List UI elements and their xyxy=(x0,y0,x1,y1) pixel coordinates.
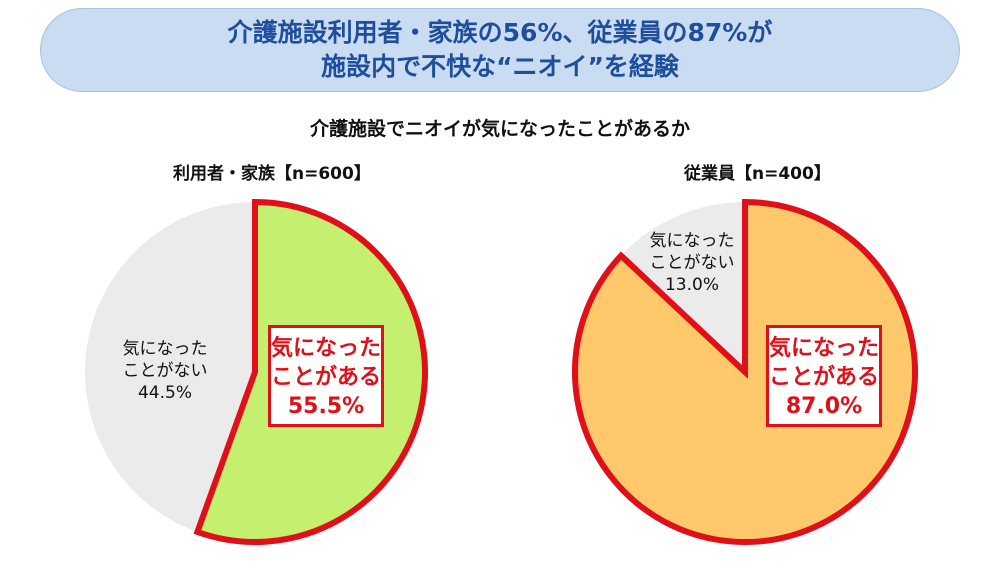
pie-1-title: 利用者・家族【n=600】 xyxy=(173,164,371,184)
pie-2-yes-label: 気になった ことがある 87.0% xyxy=(766,325,882,427)
pie-2-no-value: 13.0% xyxy=(664,275,719,295)
pie-1-no-value: 44.5% xyxy=(137,383,192,403)
pie-2-slice-yes xyxy=(572,198,918,545)
pie-2-no-label-line1: 気になった xyxy=(649,231,735,251)
pie-2-yes-value: 87.0% xyxy=(785,394,863,419)
pie-1-no-label-line1: 気になった xyxy=(122,339,208,359)
pie-2-title: 従業員【n=400】 xyxy=(684,164,831,184)
pie-1-yes-value: 55.5% xyxy=(287,394,365,419)
pie-1-slice-no xyxy=(84,202,255,532)
pie-2-yes-label-line1: 気になった xyxy=(769,336,880,361)
pie-2-no-label-line2: ことがない xyxy=(649,253,735,273)
headline-banner: 介護施設利用者・家族の56%、従業員の87%が 施設内で不快な“ニオイ”を経験 xyxy=(40,8,960,92)
chart-subtitle: 介護施設でニオイが気になったことがあるか xyxy=(309,118,690,140)
pie-1-yes-label-line2: ことがある xyxy=(271,365,382,390)
pie-1-yes-label-line1: 気になった xyxy=(271,336,382,361)
headline-line-1: 介護施設利用者・家族の56%、従業員の87%が xyxy=(227,18,773,47)
pie-2-slice-no xyxy=(621,202,745,372)
pie-1-no-label: 気になった ことがない 44.5% xyxy=(105,338,225,404)
pie-2-yes-label-line2: ことがある xyxy=(769,365,880,390)
pie-1-yes-label: 気になった ことがある 55.5% xyxy=(268,325,384,427)
pie-1-no-label-line2: ことがない xyxy=(122,361,208,381)
pie-2-no-label: 気になった ことがない 13.0% xyxy=(632,230,752,296)
headline-line-2: 施設内で不快な“ニオイ”を経験 xyxy=(321,52,679,81)
